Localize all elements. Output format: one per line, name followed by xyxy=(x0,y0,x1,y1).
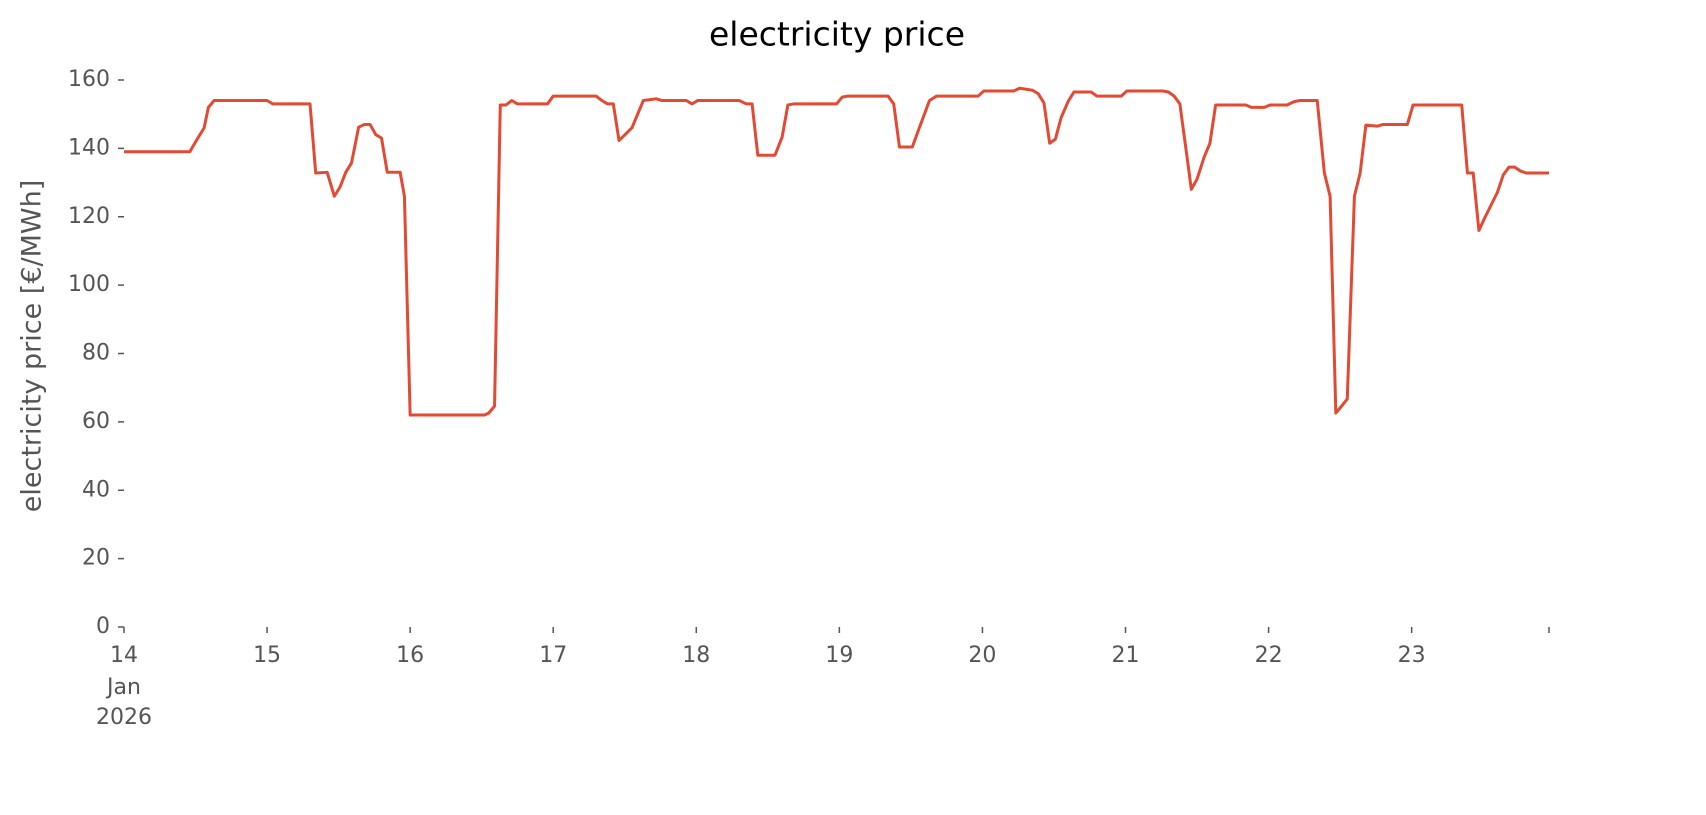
x-tick-label: 21 xyxy=(1112,643,1140,668)
x-tick-sublabel: 2026 xyxy=(96,705,152,730)
y-tick-label: 120 xyxy=(68,204,110,229)
y-tick-label: 40 xyxy=(82,477,110,502)
x-tick-label: 14 xyxy=(110,643,138,668)
x-tick-label: 18 xyxy=(682,643,710,668)
y-tick-label: 0 xyxy=(96,614,110,639)
x-tick-label: 19 xyxy=(825,643,853,668)
x-tick-label: 15 xyxy=(253,643,281,668)
x-tick-label: 17 xyxy=(539,643,567,668)
y-tick-label: 160 xyxy=(68,67,110,92)
y-tick-label: 100 xyxy=(68,272,110,297)
x-tick-sublabel: Jan xyxy=(105,675,141,700)
y-axis-label: electricity price [€/MWh] xyxy=(17,180,48,512)
x-tick-label: 22 xyxy=(1255,643,1283,668)
x-tick-label: 16 xyxy=(396,643,424,668)
y-tick-label: 80 xyxy=(82,341,110,366)
chart-title: electricity price xyxy=(709,15,965,54)
x-tick-label: 23 xyxy=(1398,643,1426,668)
x-tick-label: 20 xyxy=(968,643,996,668)
y-tick-label: 60 xyxy=(82,409,110,434)
y-tick-label: 140 xyxy=(68,135,110,160)
y-tick-label: 20 xyxy=(82,546,110,571)
price-line xyxy=(124,86,1549,417)
